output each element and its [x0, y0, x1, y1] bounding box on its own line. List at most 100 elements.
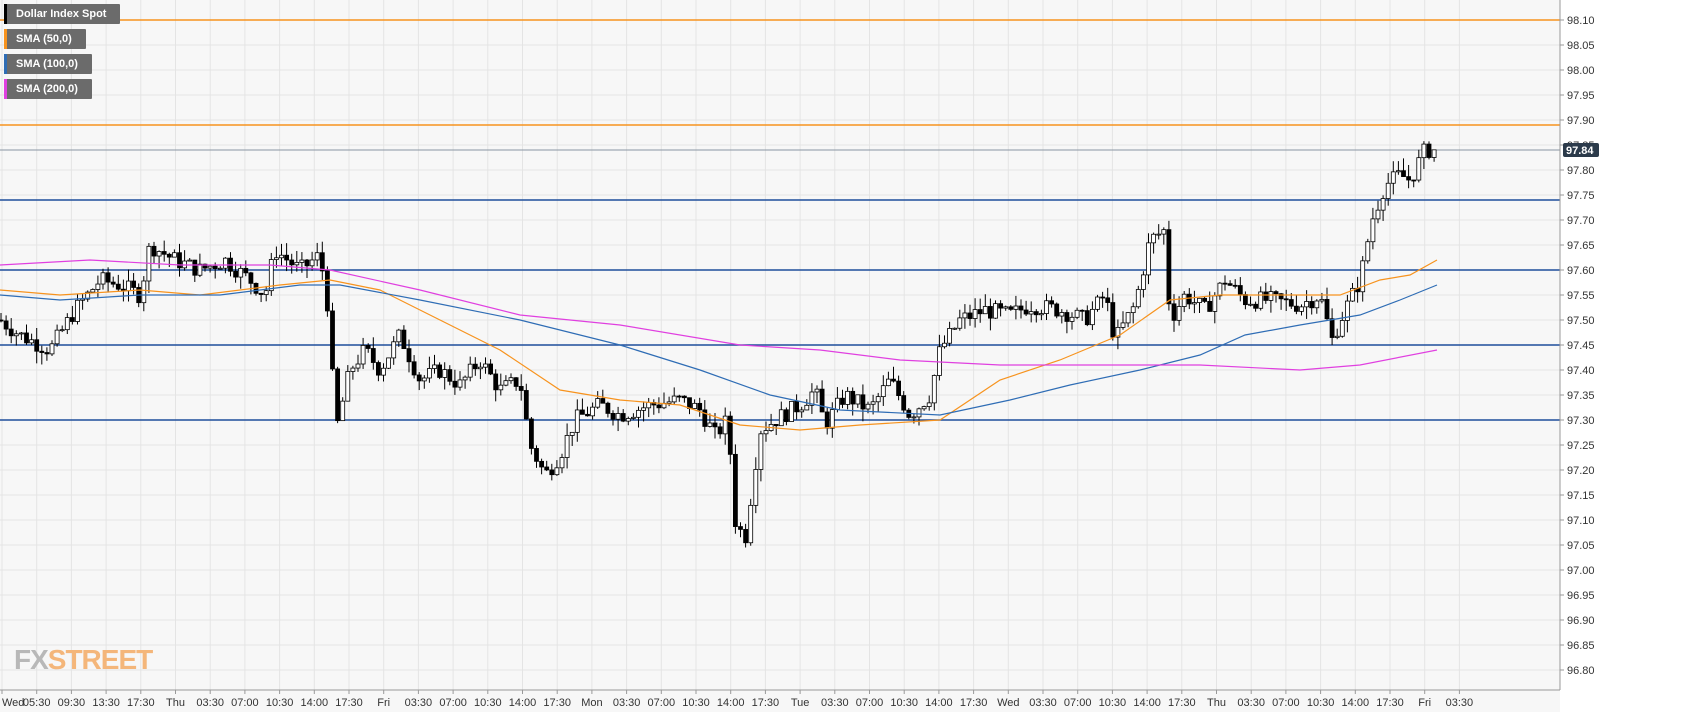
x-tick-label: 14:00 — [301, 697, 329, 709]
candle-body — [273, 257, 279, 260]
candle-body — [1248, 303, 1253, 306]
x-tick-label: 17:30 — [960, 697, 988, 709]
candle-body — [1110, 302, 1116, 338]
candle-body — [1314, 300, 1320, 309]
candle-body — [855, 394, 861, 405]
x-tick-label: Tue — [791, 697, 810, 709]
candle-body — [1161, 229, 1167, 235]
candle-body — [324, 270, 330, 312]
legend-item-sma-100[interactable]: SMA (100,0) — [4, 54, 92, 74]
candle-body — [641, 407, 646, 411]
y-tick-label: 97.65 — [1567, 240, 1595, 252]
candle-body — [518, 386, 524, 391]
x-tick-label: 13:30 — [92, 697, 120, 709]
legend-swatch — [4, 79, 7, 99]
candle-body — [243, 267, 249, 274]
candle-body — [1095, 296, 1100, 310]
x-tick-label: 10:30 — [474, 697, 502, 709]
candle-body — [1263, 291, 1269, 301]
candle-body — [493, 373, 499, 391]
y-tick-label: 97.75 — [1567, 190, 1595, 202]
candle-body — [559, 457, 565, 469]
x-tick-label: Wed — [997, 697, 1019, 709]
candle-body — [1370, 218, 1376, 243]
y-tick-label: 97.45 — [1567, 340, 1595, 352]
x-tick-label: 14:00 — [509, 697, 537, 709]
candle-body — [365, 344, 371, 349]
candle-body — [370, 348, 376, 363]
candle-body — [350, 367, 356, 372]
y-tick-label: 98.10 — [1567, 15, 1595, 27]
candle-body — [396, 329, 402, 343]
candle-body — [1268, 291, 1274, 301]
legend-item-dollar-index[interactable]: Dollar Index Spot — [4, 4, 121, 24]
x-tick-label: 05:30 — [23, 697, 51, 709]
candle-body — [335, 368, 341, 422]
candle-body — [263, 290, 269, 295]
candle-body — [1237, 285, 1243, 295]
candle-body — [554, 467, 560, 476]
candle-body — [993, 303, 998, 319]
y-tick-label: 97.05 — [1567, 540, 1595, 552]
candle-body — [1181, 293, 1187, 307]
candle-body — [498, 384, 504, 391]
candle-body — [1380, 198, 1386, 211]
legend-item-sma-50[interactable]: SMA (50,0) — [4, 29, 86, 49]
candle-body — [426, 368, 432, 379]
candle-body — [375, 362, 381, 376]
candle-body — [886, 378, 891, 387]
candle-body — [1054, 303, 1060, 317]
candle-body — [314, 252, 320, 261]
candle-body — [452, 380, 458, 388]
legend-label: SMA (50,0) — [16, 33, 72, 45]
legend-label: SMA (100,0) — [16, 58, 78, 70]
candle-body — [166, 253, 172, 258]
candle-body — [289, 259, 295, 266]
candle-body — [437, 364, 443, 378]
legend-label: Dollar Index Spot — [16, 8, 107, 20]
candle-body — [682, 395, 687, 399]
candle-body — [620, 413, 626, 422]
candle-body — [574, 409, 580, 433]
candle-body — [268, 259, 274, 292]
candle-body — [789, 400, 794, 422]
candle-body — [977, 309, 983, 315]
candle-body — [1385, 182, 1391, 199]
candle-body — [656, 404, 662, 409]
candle-body — [1197, 297, 1202, 303]
candle-body — [432, 364, 437, 369]
x-tick-label: Thu — [1207, 697, 1226, 709]
x-tick-label: 10:30 — [682, 697, 710, 709]
candle-body — [1059, 312, 1065, 317]
candle-body — [1105, 297, 1111, 303]
candle-body — [381, 367, 386, 376]
sma-line — [0, 259, 1438, 371]
candle-body — [523, 390, 529, 420]
candle-body — [34, 339, 40, 352]
candle-body — [880, 385, 886, 398]
legend-item-sma-200[interactable]: SMA (200,0) — [4, 79, 92, 99]
candle-body — [942, 342, 947, 348]
x-tick-label: 14:00 — [717, 697, 745, 709]
logo-fx: FX — [14, 644, 49, 675]
candle-body — [1166, 229, 1172, 305]
candle-body — [671, 395, 677, 403]
candle-body — [901, 395, 907, 411]
candle-body — [544, 466, 550, 471]
fxstreet-logo: FXSTREET — [14, 644, 153, 675]
candle-body — [1360, 260, 1366, 293]
candle-body — [416, 374, 422, 382]
x-tick-label: 03:30 — [405, 697, 433, 709]
candle-body — [1253, 303, 1258, 309]
legend-swatch — [4, 54, 7, 74]
candle-body — [778, 409, 784, 427]
y-tick-label: 97.10 — [1567, 515, 1595, 527]
candle-body — [921, 406, 927, 410]
candle-body — [202, 263, 208, 269]
candle-body — [207, 265, 213, 269]
candle-body — [896, 380, 901, 396]
candle-body — [549, 469, 555, 476]
candle-body — [192, 259, 198, 276]
candle-body — [1064, 312, 1070, 322]
candle-body — [773, 424, 779, 427]
